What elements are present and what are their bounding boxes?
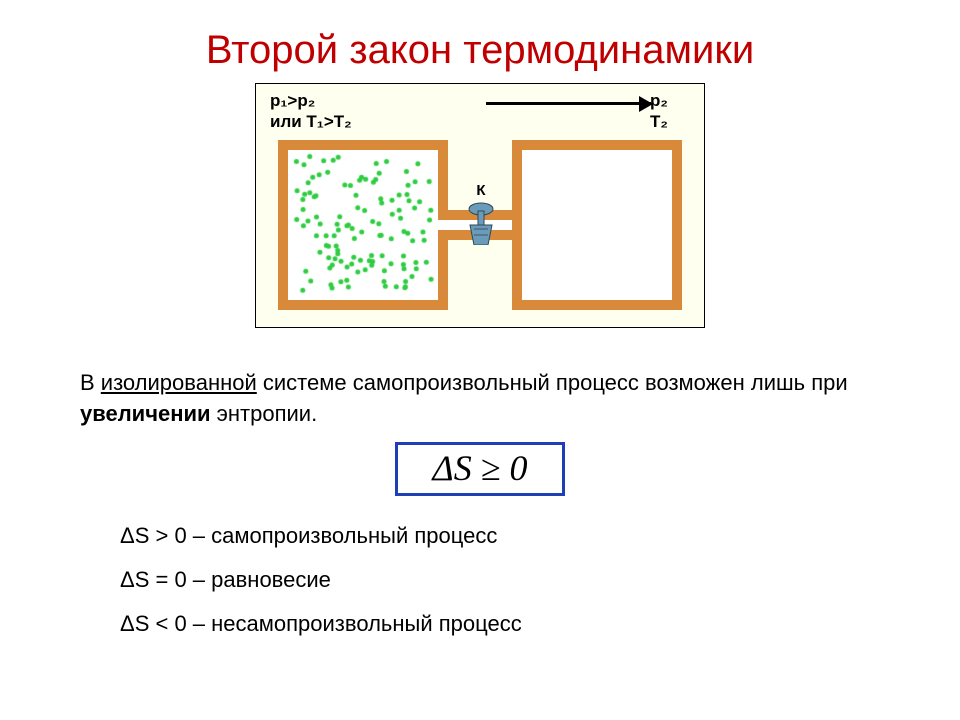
chamber-right	[512, 140, 682, 310]
case-spontaneous: ΔS > 0 – самопроизвольный процесс	[120, 514, 960, 558]
case-nonspontaneous: ΔS < 0 – несамопроизвольный процесс	[120, 602, 960, 646]
stmt-underlined: изолированной	[101, 370, 257, 395]
label-left-line2: или T₁>T₂	[270, 112, 352, 131]
stmt-part2: системе самопроизвольный процесс возможе…	[257, 370, 848, 395]
diagram-container: p₁>p₂ или T₁>T₂ p₂ T₂ К	[0, 83, 960, 328]
valve-icon	[466, 201, 496, 245]
entropy-formula: ΔS ≥ 0	[395, 442, 565, 496]
chamber-left	[278, 140, 448, 310]
entropy-cases-list: ΔS > 0 – самопроизвольный процесс ΔS = 0…	[120, 514, 960, 646]
law-statement: В изолированной системе самопроизвольный…	[80, 368, 880, 430]
stmt-bold: увеличении	[80, 401, 211, 426]
label-right-line2: T₂	[650, 112, 668, 131]
label-left: p₁>p₂ или T₁>T₂	[270, 90, 352, 133]
valve-label: К	[464, 182, 498, 199]
valve: К	[464, 182, 498, 245]
stmt-part1: В	[80, 370, 101, 395]
stmt-part3: энтропии.	[211, 401, 318, 426]
flow-arrow-icon	[486, 102, 651, 105]
system-diagram: p₁>p₂ или T₁>T₂ p₂ T₂ К	[255, 83, 705, 328]
case-equilibrium: ΔS = 0 – равновесие	[120, 558, 960, 602]
label-left-line1: p₁>p₂	[270, 91, 315, 110]
gas-particles-icon	[288, 150, 438, 300]
slide-title: Второй закон термодинамики	[0, 0, 960, 83]
